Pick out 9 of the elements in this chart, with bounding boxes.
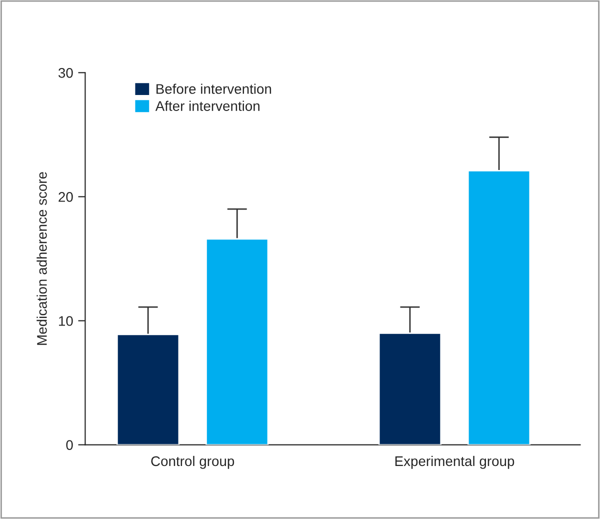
y-tick-label: 30 <box>58 68 73 78</box>
x-tick-label: Experimental group <box>395 456 514 469</box>
y-tick-label: 10 <box>59 316 73 326</box>
x-tick-label: Control group <box>151 456 234 469</box>
legend-label: After intervention <box>155 100 260 111</box>
y-tick-label: 0 <box>66 440 73 450</box>
y-axis-title: Medication adherence score <box>36 172 47 345</box>
y-tick-label: 20 <box>58 192 73 202</box>
legend-label: Before intervention <box>156 84 272 94</box>
